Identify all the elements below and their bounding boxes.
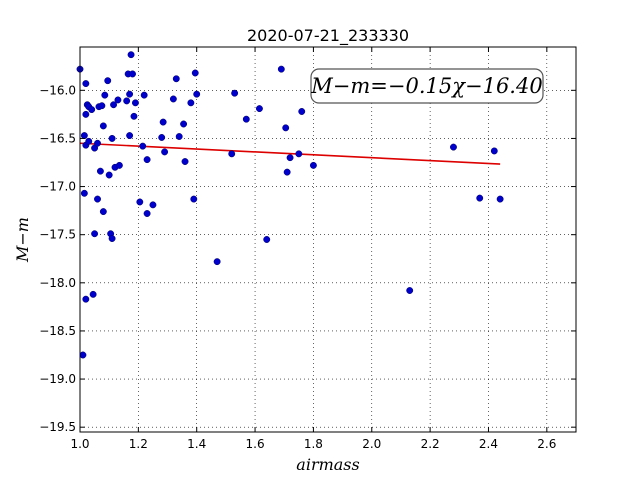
y-tick-labels: −16.0 −16.5 −17.0 −17.5 −18.0 −18.5 −19.0 −19.5 — [39, 83, 76, 434]
data-point — [88, 106, 96, 114]
data-point — [94, 195, 101, 203]
data-point — [161, 148, 169, 156]
data-point — [96, 167, 104, 175]
x-tick-labels: 1.0 1.2 1.4 1.6 1.8 2.0 2.2 2.4 2.6 — [70, 437, 556, 451]
x-tick-label: 1.4 — [187, 437, 206, 451]
fit-annotation-box: M−m=−0.15χ−16.40 — [310, 68, 544, 104]
fit-line-segment — [79, 142, 501, 165]
data-point — [158, 134, 166, 141]
data-point — [149, 201, 157, 209]
data-point — [104, 77, 112, 85]
y-tick-label: −17.0 — [39, 180, 76, 194]
data-point — [85, 137, 93, 145]
data-point — [143, 156, 151, 164]
data-point — [89, 290, 97, 298]
grid-lines — [79, 47, 576, 432]
x-tick-label: 1.6 — [246, 437, 265, 451]
data-point — [193, 90, 201, 98]
data-point — [255, 105, 263, 113]
data-point — [228, 150, 236, 158]
data-point — [105, 171, 113, 179]
x-tick-label: 2.2 — [421, 437, 440, 451]
x-tick-label: 1.0 — [70, 437, 89, 451]
plot-frame — [79, 46, 577, 433]
fit-equation: M−m=−0.15χ−16.40 — [310, 74, 542, 98]
y-tick-label: −18.5 — [39, 324, 76, 338]
data-point — [263, 236, 271, 243]
x-tick-label: 2.6 — [537, 437, 556, 451]
data-point — [169, 95, 177, 103]
data-point — [114, 96, 122, 104]
data-point — [180, 120, 188, 128]
data-point — [98, 102, 106, 110]
data-point — [127, 51, 135, 59]
data-point — [80, 189, 88, 197]
y-tick-label: −18.0 — [39, 276, 76, 290]
data-point — [94, 139, 101, 147]
data-point — [82, 110, 90, 118]
data-point — [231, 89, 239, 97]
data-point — [115, 161, 123, 169]
x-tick-label: 1.2 — [129, 437, 148, 451]
data-point — [496, 195, 504, 203]
data-point — [79, 351, 87, 359]
y-tick-label: −19.5 — [39, 420, 76, 434]
data-point — [130, 112, 138, 120]
data-point — [181, 158, 189, 165]
data-point — [309, 161, 317, 169]
data-point — [101, 91, 109, 99]
data-point — [143, 210, 151, 217]
data-point — [108, 235, 116, 242]
data-point — [129, 70, 136, 78]
data-point — [277, 65, 285, 73]
y-tick-label: −16.0 — [39, 83, 76, 97]
data-point — [476, 194, 484, 202]
x-tick-label: 2.4 — [479, 437, 498, 451]
data-point — [190, 195, 198, 203]
fit-line — [79, 142, 501, 165]
x-tick-label: 2.0 — [362, 437, 381, 451]
data-points — [76, 51, 504, 359]
data-point — [283, 168, 291, 176]
data-point — [490, 147, 498, 155]
data-point — [172, 75, 180, 83]
data-point — [91, 230, 99, 238]
data-point — [126, 90, 134, 98]
x-tick-label: 1.8 — [304, 437, 323, 451]
data-point — [187, 99, 195, 107]
data-point — [136, 198, 144, 206]
y-tick-label: −19.0 — [39, 372, 76, 386]
data-point — [108, 134, 116, 142]
data-point — [131, 99, 139, 107]
data-point — [213, 258, 221, 266]
data-point — [82, 295, 90, 303]
data-point — [99, 122, 107, 130]
data-point — [123, 97, 131, 105]
data-point — [191, 69, 199, 77]
data-point — [242, 115, 250, 123]
data-point — [298, 108, 306, 115]
data-point — [82, 80, 90, 88]
data-point — [99, 208, 107, 216]
data-point — [80, 132, 88, 140]
data-point — [139, 142, 147, 150]
data-point — [406, 287, 414, 294]
data-point — [126, 132, 134, 140]
y-tick-label: −16.5 — [39, 131, 76, 145]
data-point — [450, 143, 457, 151]
data-point — [140, 91, 148, 99]
data-point — [286, 154, 294, 162]
y-axis-label: M−m — [13, 217, 32, 263]
data-point — [295, 150, 303, 158]
data-point — [175, 133, 183, 140]
data-point — [282, 124, 290, 132]
x-axis-label: airmass — [296, 455, 359, 474]
data-point — [110, 101, 118, 109]
data-point — [159, 118, 167, 126]
y-tick-label: −17.5 — [39, 228, 76, 242]
tick-marks — [79, 47, 576, 432]
chart-title: 2020-07-21_233330 — [247, 26, 409, 46]
